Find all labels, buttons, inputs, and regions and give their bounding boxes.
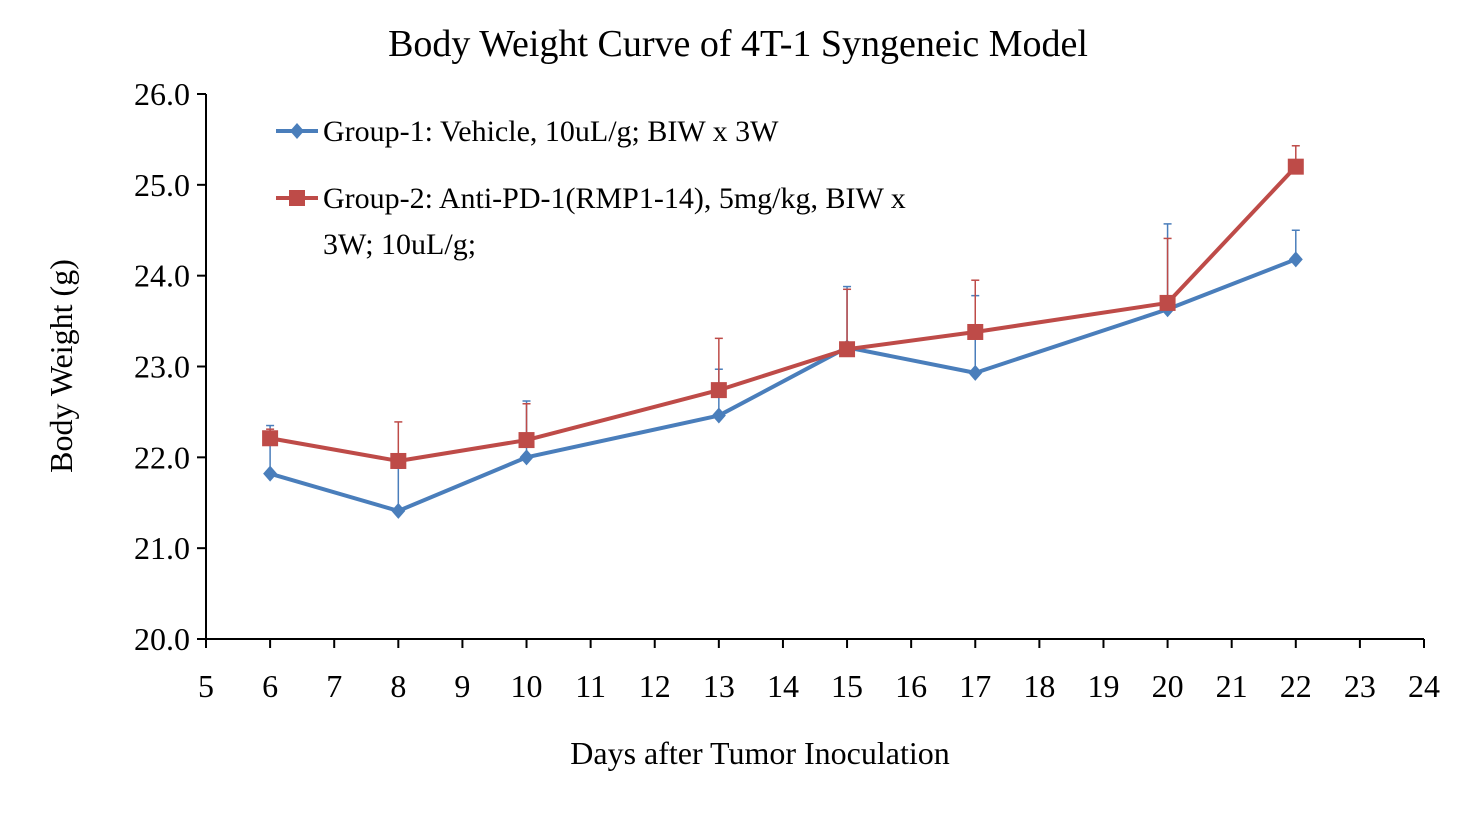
x-tick-label: 13	[703, 668, 735, 704]
data-point	[519, 449, 534, 466]
x-tick-label: 11	[575, 668, 606, 704]
x-tick-label: 18	[1023, 668, 1055, 704]
data-point	[710, 382, 727, 399]
x-tick-label: 6	[262, 668, 278, 704]
x-tick-label: 21	[1216, 668, 1248, 704]
data-point	[968, 364, 983, 381]
data-point	[518, 432, 535, 449]
legend-label: Group-2: Anti-PD-1(RMP1-14), 5mg/kg, BIW…	[323, 182, 906, 215]
x-tick-label: 8	[390, 668, 406, 704]
y-tick-label: 20.0	[134, 621, 190, 657]
data-point	[390, 452, 407, 469]
x-tick-label: 14	[767, 668, 799, 704]
x-tick-label: 12	[639, 668, 671, 704]
data-point	[711, 407, 726, 424]
series-line	[269, 257, 1297, 513]
data-point	[262, 430, 279, 447]
x-tick-label: 24	[1408, 668, 1440, 704]
legend-item-2: Group-2: Anti-PD-1(RMP1-14), 5mg/kg, BIW…	[276, 182, 906, 261]
y-tick-label: 22.0	[134, 439, 190, 475]
legend-swatch-marker	[289, 190, 305, 206]
x-axis-title: Days after Tumor Inoculation	[570, 735, 950, 771]
legend-label: Group-1: Vehicle, 10uL/g; BIW x 3W	[323, 115, 779, 148]
x-tick-label: 19	[1087, 668, 1119, 704]
series-layer	[262, 145, 1304, 519]
x-tick-label: 5	[198, 668, 214, 704]
x-tick-label: 16	[895, 668, 927, 704]
y-tick-label: 25.0	[134, 167, 190, 203]
series-2	[262, 145, 1304, 469]
x-tick-label: 20	[1152, 668, 1184, 704]
data-point	[391, 502, 406, 519]
x-tick-label: 22	[1280, 668, 1312, 704]
y-tick-label: 23.0	[134, 349, 190, 385]
y-tick-label: 26.0	[134, 76, 190, 112]
x-tick-label: 7	[326, 668, 342, 704]
x-tick-label: 10	[511, 668, 543, 704]
legend-item-1: Group-1: Vehicle, 10uL/g; BIW x 3W	[276, 115, 779, 148]
series-line	[269, 165, 1298, 463]
y-tick-label: 21.0	[134, 530, 190, 566]
data-point	[967, 323, 984, 340]
legend-swatch-marker	[290, 123, 304, 139]
data-point	[1287, 158, 1304, 175]
y-axis-title: Body Weight (g)	[43, 259, 79, 473]
x-tick-label: 9	[454, 668, 470, 704]
chart-title: Body Weight Curve of 4T-1 Syngeneic Mode…	[388, 23, 1088, 65]
x-tick-label: 23	[1344, 668, 1376, 704]
data-point	[1288, 251, 1303, 268]
x-tick-label: 17	[959, 668, 991, 704]
legend: Group-1: Vehicle, 10uL/g; BIW x 3W Group-…	[276, 115, 906, 261]
data-point	[1159, 294, 1176, 311]
data-point	[839, 341, 856, 358]
x-tick-label: 15	[831, 668, 863, 704]
legend-label: 3W; 10uL/g;	[323, 228, 476, 261]
axes: 20.0 21.0 22.0 23.0 24.0 25.0 26.0 5 6 7 8 9 10 11 12 1…	[134, 76, 1440, 704]
data-point	[263, 465, 278, 482]
y-tick-label: 24.0	[134, 258, 190, 294]
